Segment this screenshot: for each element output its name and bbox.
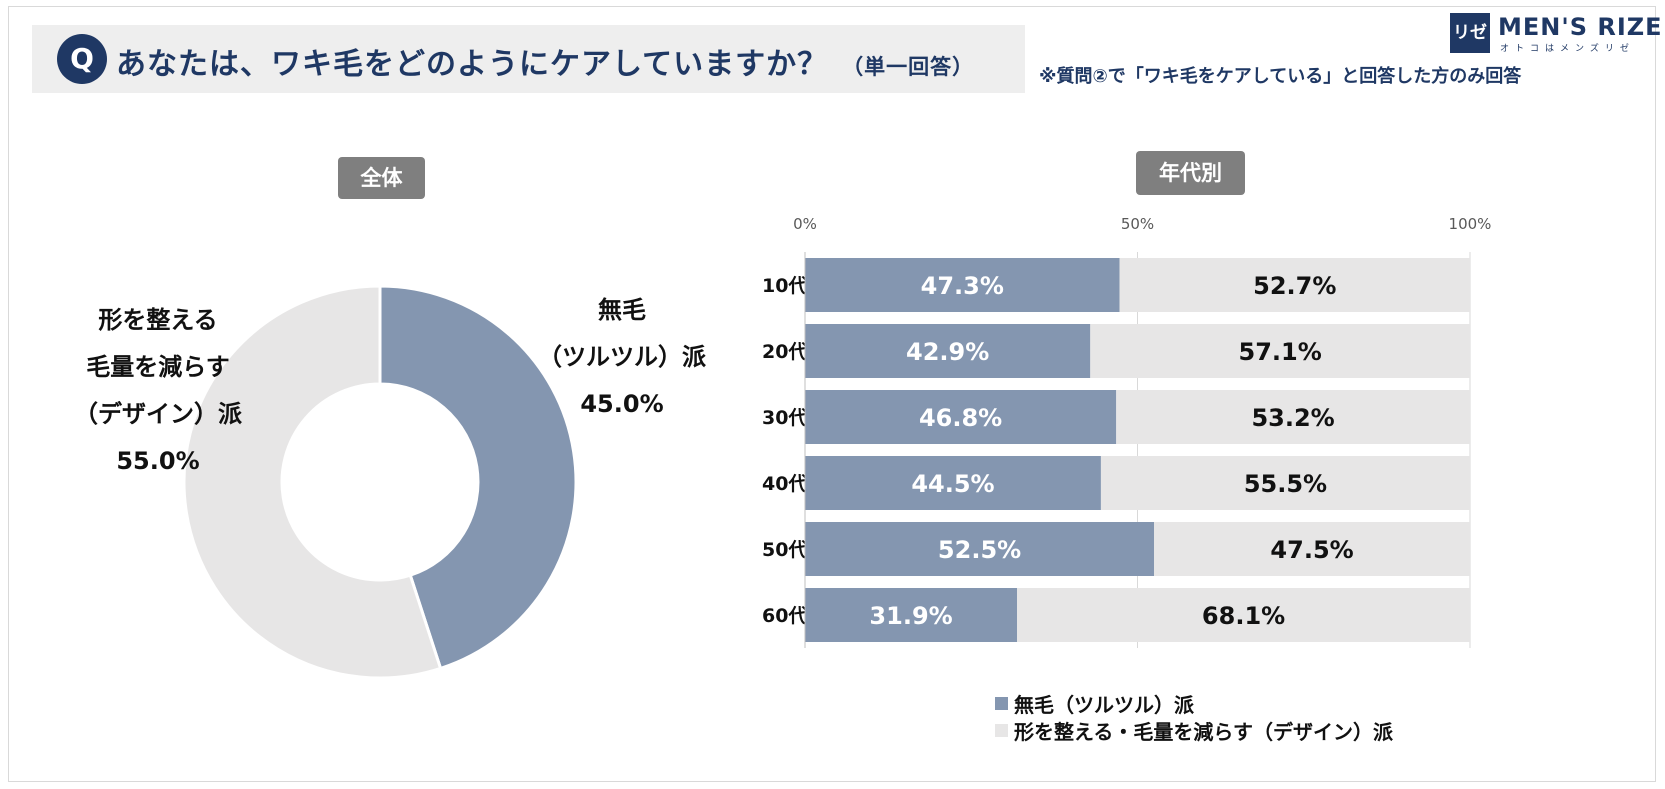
data-label-hairless: 44.5%	[911, 470, 994, 498]
question-sub: （単一回答）	[842, 55, 975, 79]
bar-segment-design	[1154, 522, 1470, 576]
bar-segment-design	[1090, 324, 1470, 378]
donut-chart	[182, 284, 578, 680]
donut-label-design-line3: （デザイン）派	[74, 400, 242, 428]
legend-swatch-hairless	[995, 697, 1008, 710]
donut-label-design-line2: 毛量を減らす	[86, 353, 230, 381]
legend-swatch-design	[995, 724, 1008, 737]
data-label-design: 57.1%	[1239, 338, 1322, 366]
category-label: 20代	[762, 341, 807, 363]
category-label: 50代	[762, 539, 807, 561]
bar-segment-hairless	[805, 588, 1018, 642]
legend-item-design: 形を整える・毛量を減らす（デザイン）派	[995, 717, 1393, 744]
logo-tagline: オトコはメンズリゼ	[1500, 44, 1635, 54]
legend-label-design: 形を整える・毛量を減らす（デザイン）派	[1014, 720, 1393, 744]
data-label-hairless: 52.5%	[938, 536, 1021, 564]
legend-item-hairless: 無毛（ツルツル）派	[995, 690, 1393, 717]
data-label-hairless: 47.3%	[921, 272, 1004, 300]
data-label-design: 53.2%	[1251, 404, 1334, 432]
donut-title: 全体	[338, 157, 425, 199]
logo-name: MEN'S RIZE	[1498, 13, 1663, 41]
bar-segment-design	[1100, 456, 1470, 510]
data-label-design: 55.5%	[1244, 470, 1327, 498]
data-label-design: 52.7%	[1253, 272, 1336, 300]
question-title: あなたは、ワキ毛をどのようにケアしていますか？ （単一回答）	[116, 39, 974, 83]
logo-mark: リゼ	[1450, 13, 1490, 53]
donut-label-hairless-line2: （ツルツル）派	[538, 343, 706, 371]
footnote: ※質問②で「ワキ毛をケアしている」と回答した方のみ回答	[1039, 66, 1522, 87]
data-label-design: 47.5%	[1270, 536, 1353, 564]
bar-segment-hairless	[805, 522, 1155, 576]
category-label: 60代	[762, 605, 807, 627]
donut-label-hairless-value: 45.0%	[580, 390, 664, 418]
bar-segment-hairless	[805, 324, 1091, 378]
legend-label-hairless: 無毛（ツルツル）派	[1014, 693, 1194, 717]
donut-label-design: 形を整える 毛量を減らす （デザイン）派 55.0%	[58, 297, 258, 485]
stacked-bar-chart: 0% 50% 100% 10代 47.3% 52.7% 20代 42.9% 57.1% 30代 46…	[762, 215, 1492, 648]
donut-label-hairless: 無毛 （ツルツル）派 45.0%	[532, 287, 712, 428]
bar-segment-hairless	[805, 390, 1117, 444]
category-label: 40代	[762, 473, 807, 495]
x-tick-label: 100%	[1449, 215, 1492, 233]
donut-label-design-line1: 形を整える	[98, 306, 218, 334]
bar-segment-design	[1017, 588, 1470, 642]
bar-segment-hairless	[805, 456, 1101, 510]
data-label-hairless: 46.8%	[919, 404, 1002, 432]
donut-label-design-value: 55.0%	[116, 447, 200, 475]
data-label-hairless: 31.9%	[869, 602, 952, 630]
bar-segment-design	[1116, 390, 1470, 444]
chart-frame	[8, 6, 1656, 782]
category-label: 10代	[762, 275, 807, 297]
data-label-hairless: 42.9%	[906, 338, 989, 366]
x-tick-label: 50%	[1121, 215, 1154, 233]
category-label: 30代	[762, 407, 807, 429]
x-tick-label: 0%	[793, 215, 817, 233]
legend: 無毛（ツルツル）派 形を整える・毛量を減らす（デザイン）派	[995, 690, 1393, 744]
question-text: あなたは、ワキ毛をどのようにケアしていますか？	[116, 47, 829, 82]
question-bar	[32, 25, 1025, 93]
question-badge: Q	[57, 34, 107, 84]
donut-slice-hairless	[378, 284, 578, 671]
bar-segment-design	[1119, 258, 1470, 312]
bar-segment-hairless	[805, 258, 1120, 312]
donut-label-hairless-line1: 無毛	[598, 296, 646, 324]
bar-chart-title: 年代別	[1136, 151, 1245, 195]
brand-logo: リゼ MEN'S RIZE オトコはメンズリゼ	[1450, 13, 1662, 54]
data-label-design: 68.1%	[1202, 602, 1285, 630]
donut-slice-design	[182, 284, 443, 680]
